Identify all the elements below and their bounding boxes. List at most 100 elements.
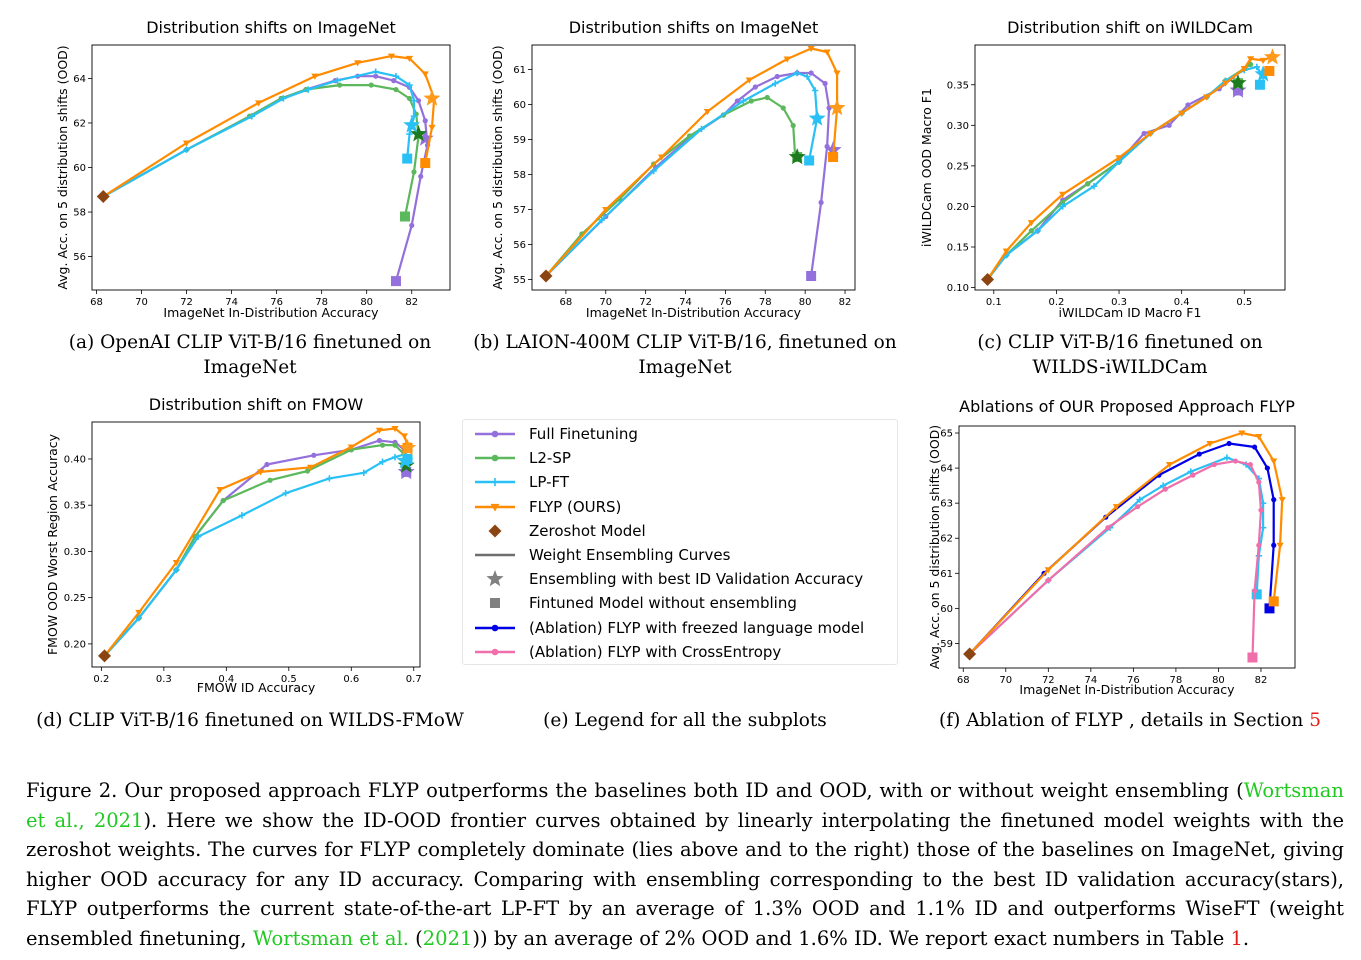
chart-f-point-ablCE <box>1251 588 1258 594</box>
chart-b-star-lpft <box>808 109 826 126</box>
figcap-table-ref[interactable]: 1 <box>1230 926 1243 950</box>
chart-f-point-lpft <box>1136 496 1143 503</box>
chart-c-star-full <box>1229 81 1247 98</box>
figcap-part5: . <box>1242 926 1250 950</box>
chart-f-axes-frame <box>958 425 1296 669</box>
legend-swatch-marker <box>491 454 499 462</box>
legend-entry: Fintuned Model without ensembling <box>473 591 797 615</box>
legend-box: Full Finetuning L2-SP LP-FT FLYP (OURS) Zero… <box>462 419 898 665</box>
chart-f-point-flyp <box>1276 542 1284 549</box>
chart-c-point-lpft <box>1034 227 1041 234</box>
caption-b: (b) LAION-400M CLIP ViT-B/16, finetuned … <box>465 330 905 380</box>
chart-d-point-lpft <box>360 469 367 477</box>
chart-d-point-lpft <box>195 533 202 540</box>
chart-a-point-flyp <box>255 100 263 107</box>
chart-d-point-flyp <box>257 469 265 476</box>
chart-a-point-lpft <box>183 146 190 153</box>
chart-b-axes-frame <box>531 44 856 291</box>
caption-e: (e) Legend for all the subplots <box>485 708 885 733</box>
chart-c-line-full <box>986 63 1252 281</box>
chart-f-ytick-label: 61 <box>940 569 953 580</box>
chart-f-xtick-label: 78 <box>1170 675 1183 686</box>
chart-b-ytick-label: 60 <box>513 100 526 111</box>
chart-c-point-flyp <box>1259 57 1267 65</box>
chart-d-line-l2sp <box>103 444 409 657</box>
chart-a-series-l2sp <box>100 82 427 222</box>
chart-b-point-lpft <box>598 216 605 224</box>
chart-a-point-flyp <box>311 73 319 80</box>
chart-c-xlabel: iWILDCam ID Macro F1 <box>1059 305 1202 320</box>
legend-swatch-marker <box>490 598 500 609</box>
chart-b-xtick-label: 68 <box>560 297 573 308</box>
chart-f-point-flyp <box>1206 441 1214 448</box>
chart-b-point-flyp <box>602 206 610 214</box>
legend-swatch-marker <box>488 524 502 538</box>
subplot-d: Distribution shift on FMOW 0.2 0.3 0.4 0.5 0.… <box>30 390 440 705</box>
legend-swatch-marker <box>491 430 499 438</box>
chart-c-point-l2sp <box>1028 228 1034 234</box>
chart-b-point-lpft <box>650 167 657 175</box>
chart-f-xtick-label: 76 <box>1127 675 1140 686</box>
chart-c-point-flyp <box>1221 80 1230 87</box>
chart-d-title: Distribution shift on FMOW <box>149 395 364 414</box>
chart-f-svg: Ablations of OUR Proposed Approach FLYP 6… <box>927 397 1296 697</box>
chart-d-ytick-label: 0.25 <box>64 593 86 604</box>
chart-c-xtick-label: 0.3 <box>1111 297 1127 308</box>
caption-f-section-ref[interactable]: 5 <box>1309 710 1321 731</box>
chart-f-point-ablFrozen <box>1226 440 1232 447</box>
chart-b-point-flyp <box>783 56 791 63</box>
chart-c-point-flyp <box>1240 66 1248 73</box>
chart-a-svg: Distribution shifts on ImageNet 68 70 72 74 7… <box>55 18 451 320</box>
chart-d-xtick-label: 0.5 <box>281 674 297 685</box>
chart-b-ylabel: Avg. Acc. on 5 distribution shifts (OOD) <box>490 45 505 289</box>
chart-a-point-flyp <box>354 60 362 67</box>
chart-d-point-full <box>264 461 270 468</box>
chart-c-ytick-label: 0.20 <box>947 202 969 213</box>
chart-f-point-ablFrozen <box>1271 497 1277 503</box>
legend-swatch-marker <box>491 624 499 631</box>
chart-d-axes-frame <box>91 421 421 668</box>
chart-d-point-flyp <box>375 427 383 434</box>
chart-d-star-lpft <box>396 451 414 469</box>
chart-f-point-ablCE <box>1105 525 1111 531</box>
chart-a-point-lpft <box>372 68 379 75</box>
chart-f-point-ablCE <box>1256 542 1262 548</box>
chart-d-xtick-label: 0.6 <box>343 674 359 685</box>
chart-b-square-full <box>806 271 817 281</box>
figure-caption: Figure 2. Our proposed approach FLYP out… <box>26 776 1344 953</box>
figcap-citation-3[interactable]: 2021 <box>422 926 473 950</box>
chart-a-point-flyp <box>182 140 191 147</box>
chart-a-point-l2sp <box>337 82 343 88</box>
chart-a-point-l2sp <box>411 169 417 175</box>
chart-f-ytick-label: 63 <box>940 499 953 510</box>
chart-a-line-l2sp <box>102 84 420 217</box>
chart-b-point-lpft <box>698 125 705 133</box>
chart-c-point-full <box>1185 102 1191 108</box>
caption-c-line1: (c) CLIP ViT-B/16 finetuned on <box>977 332 1263 353</box>
chart-c-ytick-label: 0.30 <box>947 121 969 132</box>
figcap-citation-2[interactable]: Wortsman et al. <box>252 926 409 950</box>
chart-f-point-ablFrozen <box>1251 444 1258 450</box>
chart-a-line-flyp <box>102 55 436 198</box>
chart-b-point-flyp <box>823 49 831 56</box>
chart-d-line-flyp <box>103 427 409 657</box>
legend-entry: FLYP (OURS) <box>473 495 621 519</box>
legend-swatch <box>475 454 515 462</box>
chart-f-line-ablFrozen <box>968 442 1275 655</box>
chart-a-point-flyp <box>405 55 414 62</box>
chart-c-point-lpft <box>1059 203 1066 210</box>
chart-d-point-l2sp <box>267 477 273 483</box>
chart-c-series-l2sp <box>984 61 1254 283</box>
chart-d-point-full <box>311 452 317 458</box>
chart-b-point-flyp <box>703 108 712 116</box>
figcap-citation-1[interactable]: Wortsman et al., 2021 <box>26 779 1344 832</box>
chart-a-ytick-label: 58 <box>73 208 86 219</box>
figcap-part4: )) by an average of 2% OOD and 1.6% ID. … <box>472 926 1231 950</box>
chart-f-ytick-label: 60 <box>940 604 953 615</box>
chart-d-point-flyp <box>216 486 224 494</box>
chart-d-series-flyp <box>100 425 417 660</box>
legend-label: Ensembling with best ID Validation Accur… <box>529 570 864 589</box>
chart-f-point-ablFrozen <box>1271 542 1277 548</box>
chart-a-point-lpft <box>410 113 418 120</box>
